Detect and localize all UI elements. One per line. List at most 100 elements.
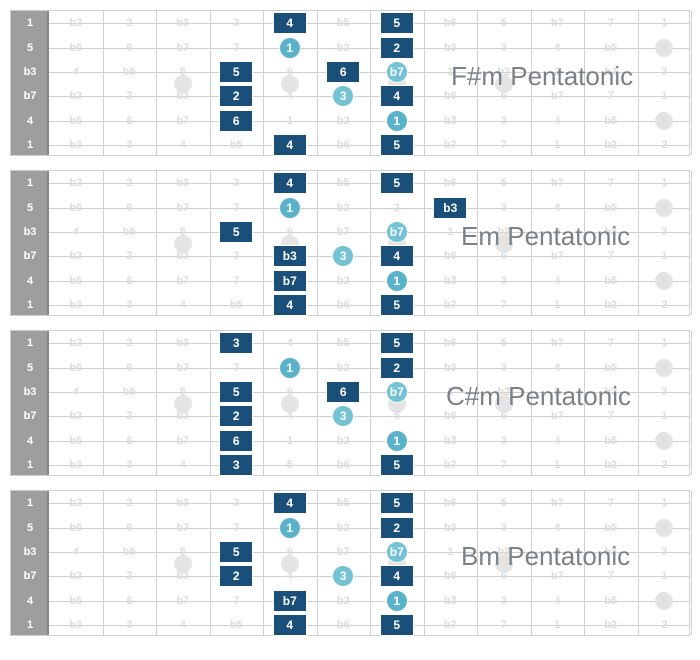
note-box: 5	[219, 381, 253, 403]
note-box: b7	[273, 270, 307, 292]
note-box: 6	[326, 381, 360, 403]
note-box: 5	[219, 221, 253, 243]
string-line	[11, 528, 689, 529]
nut-label: 1	[11, 337, 49, 349]
note-box: 4	[380, 565, 414, 587]
fretboard: 15b3b741b22b334b55b66b771b66b771b22b334b…	[10, 10, 690, 156]
note-box: 5	[380, 492, 414, 514]
fretboard: 15b3b741b22b334b55b66b771b66b771b22b334b…	[10, 330, 690, 476]
nut-column	[11, 11, 49, 155]
fret-line	[317, 11, 318, 155]
note-circle: 3	[332, 245, 354, 267]
fret-line	[210, 491, 211, 635]
fret-line	[263, 171, 264, 315]
note-box: 3	[219, 332, 253, 354]
fret-line	[638, 171, 639, 315]
nut-label: 1	[11, 139, 49, 151]
string-line	[11, 343, 689, 344]
note-box: 5	[380, 614, 414, 636]
string-line	[11, 441, 689, 442]
fret-marker	[281, 75, 299, 93]
note-box: 4	[380, 85, 414, 107]
note-box: 2	[380, 357, 414, 379]
nut-label: 4	[11, 435, 49, 447]
fret-line	[691, 331, 692, 475]
fret-line	[370, 11, 371, 155]
fret-line	[103, 171, 104, 315]
note-box: 5	[219, 541, 253, 563]
note-box: 5	[219, 61, 253, 83]
nut-column	[11, 491, 49, 635]
note-circle: 3	[332, 565, 354, 587]
nut-label: 5	[11, 42, 49, 54]
fret-marker	[174, 235, 192, 253]
note-circle: 1	[279, 357, 301, 379]
fret-line	[691, 11, 692, 155]
fret-marker	[281, 395, 299, 413]
string-line	[11, 183, 689, 184]
fret-marker	[174, 75, 192, 93]
fret-line	[638, 331, 639, 475]
fretboard-diagram: 15b3b741b22b334b55b66b771b66b771b22b334b…	[10, 10, 690, 156]
fret-line	[263, 491, 264, 635]
fret-line	[370, 491, 371, 635]
fret-line	[424, 11, 425, 155]
fret-marker	[655, 432, 673, 450]
fret-marker	[174, 555, 192, 573]
fret-marker	[655, 359, 673, 377]
note-circle: b7	[386, 381, 408, 403]
note-box: 5	[380, 12, 414, 34]
string-line	[11, 121, 689, 122]
note-box: 2	[219, 565, 253, 587]
note-circle: 1	[279, 517, 301, 539]
note-box: 5	[380, 294, 414, 316]
note-box: 4	[273, 12, 307, 34]
fret-marker	[655, 199, 673, 217]
note-box: 2	[380, 37, 414, 59]
string-line	[11, 601, 689, 602]
diagram-title: Bm Pentatonic	[461, 541, 630, 572]
note-circle: 1	[279, 197, 301, 219]
fret-line	[370, 171, 371, 315]
fret-line	[156, 491, 157, 635]
fret-line	[317, 491, 318, 635]
note-circle: b7	[386, 61, 408, 83]
fret-line	[156, 171, 157, 315]
fret-line	[263, 11, 264, 155]
note-box: 4	[273, 492, 307, 514]
nut-column	[11, 171, 49, 315]
nut-label: 4	[11, 275, 49, 287]
fretboard: 15b3b741b22b334b55b66b771b66b771b22b334b…	[10, 490, 690, 636]
nut-label: b7	[11, 90, 49, 102]
string-line	[11, 145, 689, 146]
diagram-title: F#m Pentatonic	[451, 61, 633, 92]
nut-label: 4	[11, 595, 49, 607]
string-line	[11, 23, 689, 24]
note-box: 2	[219, 85, 253, 107]
note-box: 2	[219, 405, 253, 427]
fret-line	[317, 171, 318, 315]
note-box: 6	[219, 430, 253, 452]
nut-label: 5	[11, 202, 49, 214]
nut-label: 1	[11, 497, 49, 509]
note-circle: 1	[386, 590, 408, 612]
nut-label: b7	[11, 570, 49, 582]
note-box: 4	[273, 172, 307, 194]
note-circle: 1	[386, 110, 408, 132]
nut-label: 1	[11, 177, 49, 189]
string-line	[11, 48, 689, 49]
note-box: 3	[219, 454, 253, 476]
string-line	[11, 503, 689, 504]
fret-line	[370, 331, 371, 475]
note-circle: 1	[386, 270, 408, 292]
fretboard: 15b3b741b22b334b55b66b771b66b771b22b334b…	[10, 170, 690, 316]
fret-marker	[655, 39, 673, 57]
fret-line	[210, 11, 211, 155]
note-circle: 1	[386, 430, 408, 452]
fretboard-diagram: 15b3b741b22b334b55b66b771b66b771b22b334b…	[10, 330, 690, 476]
string-line	[11, 368, 689, 369]
string-line	[11, 465, 689, 466]
fret-line	[263, 331, 264, 475]
diagram-container: 15b3b741b22b334b55b66b771b66b771b22b334b…	[10, 10, 690, 636]
fret-line	[691, 491, 692, 635]
